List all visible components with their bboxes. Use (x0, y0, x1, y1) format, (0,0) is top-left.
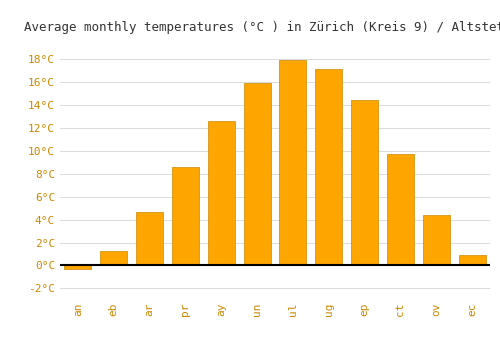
Bar (423, 215, 450, 265)
Bar (458, 255, 485, 265)
Bar (244, 83, 270, 265)
Bar (64, 265, 92, 269)
Bar (136, 211, 163, 265)
Bar (172, 167, 199, 265)
Title: Average monthly temperatures (°C ) in Zürich (Kreis 9) / Altstetten: Average monthly temperatures (°C ) in Zü… (24, 21, 500, 34)
Bar (100, 251, 127, 265)
Bar (280, 60, 306, 265)
Bar (387, 154, 414, 265)
Bar (316, 70, 342, 265)
Bar (208, 121, 234, 265)
Bar (351, 100, 378, 265)
